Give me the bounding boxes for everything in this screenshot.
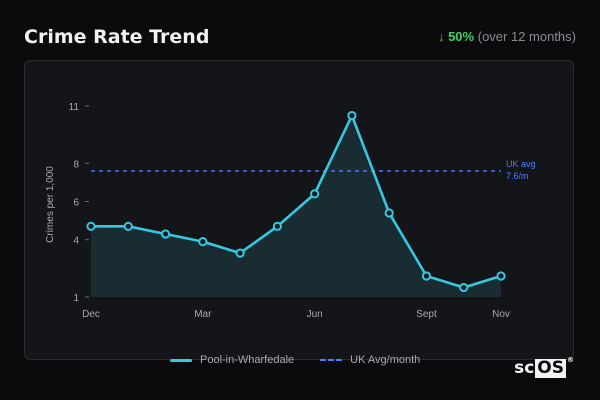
uk-average-value-label: 7.6/m	[506, 171, 529, 181]
change-note: (over 12 months)	[477, 29, 576, 44]
data-point[interactable]	[421, 271, 432, 281]
data-point[interactable]	[160, 229, 171, 239]
x-tick-label: Dec	[82, 309, 100, 320]
chart-legend: Pool-in-Wharfedale UK Avg/month	[170, 354, 446, 366]
legend-line-swatch	[170, 358, 192, 362]
change-percent: 50%	[448, 29, 475, 44]
y-tick-label: 11	[69, 102, 80, 113]
x-tick-label: Jun	[307, 309, 323, 320]
chart-panel	[24, 60, 574, 360]
data-point[interactable]	[384, 208, 394, 218]
data-point[interactable]	[310, 189, 320, 199]
legend-item-reference[interactable]: UK Avg/month	[320, 354, 420, 366]
data-point[interactable]	[123, 221, 133, 231]
data-point[interactable]	[459, 282, 469, 293]
data-point[interactable]	[198, 237, 208, 247]
y-tick-label: 4	[73, 236, 79, 247]
y-axis-label: Crimes per 1,000	[45, 166, 56, 243]
chart-title: Crime Rate Trend	[24, 26, 210, 48]
legend-item-series[interactable]: Pool-in-Wharfedale	[170, 354, 294, 366]
data-point[interactable]	[235, 248, 245, 258]
y-tick-label: 8	[73, 159, 79, 170]
data-point[interactable]	[496, 271, 506, 281]
x-tick-label: Mar	[194, 309, 212, 320]
data-point[interactable]	[86, 221, 96, 231]
data-point[interactable]	[272, 221, 282, 231]
x-tick-label: Sept	[416, 309, 437, 320]
y-tick-label: 6	[73, 198, 79, 209]
series-line	[89, 114, 503, 289]
change-indicator: ↓ 50% (over 12 months)	[438, 29, 576, 44]
uk-average-label: UK avg	[506, 159, 536, 169]
data-point[interactable]	[347, 110, 357, 121]
x-tick-label: Nov	[492, 309, 510, 320]
legend-dash-swatch	[320, 359, 343, 361]
legend-reference-label: UK Avg/month	[350, 354, 421, 366]
down-arrow-icon: ↓	[437, 29, 445, 44]
y-tick-label: 1	[73, 293, 79, 304]
legend-series-label: Pool-in-Wharfedale	[200, 354, 295, 366]
scos-logo: sc OS ®	[514, 356, 574, 378]
series-area	[91, 115, 501, 297]
